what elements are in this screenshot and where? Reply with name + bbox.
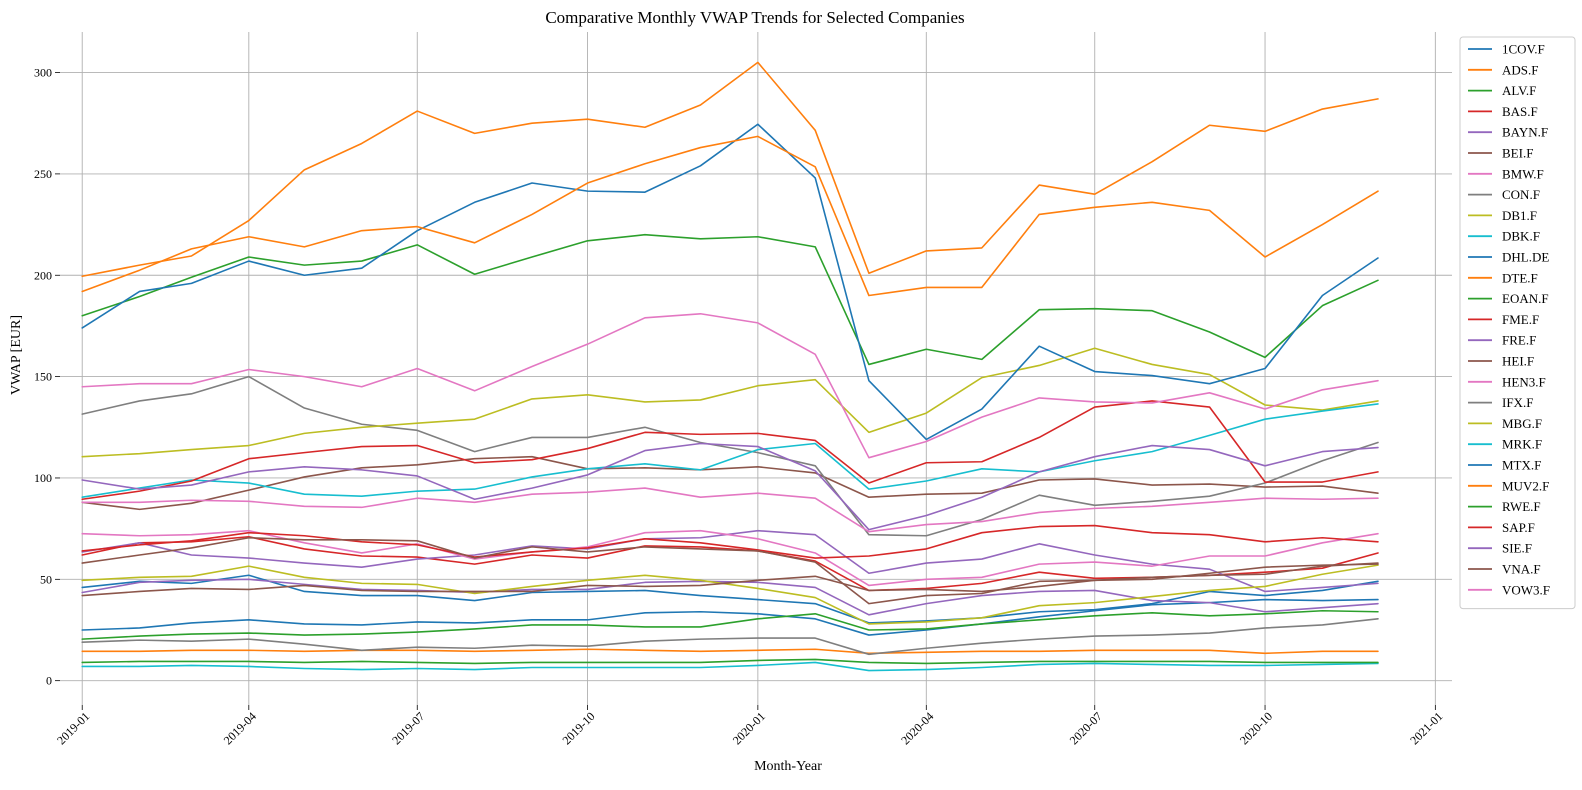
- legend-entry: CON.F: [1502, 187, 1540, 202]
- legend-entry: HEI.F: [1502, 354, 1534, 369]
- legend-entry: MTX.F: [1502, 458, 1541, 473]
- legend-entry: ALV.F: [1502, 83, 1536, 98]
- legend-entry: MRK.F: [1502, 437, 1542, 452]
- series-line-hei-f: [81, 536, 1379, 605]
- legend-entry: BMW.F: [1502, 166, 1544, 181]
- series-line-alv-f: [81, 233, 1379, 366]
- legend-entry: SIE.F: [1502, 541, 1532, 556]
- grid-layer: [60, 32, 1452, 705]
- x-tick-label: 2020-07: [1067, 709, 1105, 747]
- legend-entry: DB1.F: [1502, 208, 1537, 223]
- legend-entry: VOW3.F: [1502, 582, 1550, 597]
- x-tick-label: 2019-01: [54, 709, 92, 747]
- series-line-ads-f: [81, 61, 1379, 278]
- series-line-ifx-f: [81, 618, 1379, 656]
- series-line-dbk-f: [81, 661, 1379, 672]
- series-line-bmw-f: [81, 529, 1379, 587]
- y-tick-label: 50: [40, 572, 52, 586]
- legend-entry: MUV2.F: [1502, 478, 1549, 493]
- legend-entry: BAYN.F: [1502, 125, 1548, 140]
- y-tick-label: 250: [34, 167, 52, 181]
- series-lines: [81, 61, 1379, 672]
- legend-entry: FME.F: [1502, 312, 1539, 327]
- legend-entry: DBK.F: [1502, 229, 1540, 244]
- axis-ticks: 2019-01 2019-04 2019-07 2019-10 2020-01 2020-…: [34, 66, 1445, 748]
- legend-entry: FRE.F: [1502, 333, 1536, 348]
- legend-entry: RWE.F: [1502, 499, 1541, 514]
- x-tick-label: 2019-10: [559, 709, 597, 747]
- legend-entry: EOAN.F: [1502, 291, 1549, 306]
- series-line-dhl-de: [81, 598, 1379, 636]
- legend-entry: IFX.F: [1502, 395, 1533, 410]
- x-tick-label: 2019-07: [389, 709, 427, 747]
- series-line-fme-f: [81, 524, 1379, 559]
- y-axis-label: VWAP [EUR]: [9, 315, 24, 395]
- chart-title: Comparative Monthly VWAP Trends for Sele…: [545, 8, 964, 27]
- series-line-mtx-f: [81, 123, 1379, 441]
- legend-entry: BAS.F: [1502, 104, 1538, 119]
- x-tick-label: 2020-10: [1237, 709, 1275, 747]
- series-line-eoan-f: [81, 658, 1379, 665]
- legend-entry: MBG.F: [1502, 416, 1542, 431]
- series-line-dte-f: [81, 648, 1379, 655]
- series-line-vna-f: [81, 563, 1379, 597]
- legend-entry: SAP.F: [1502, 520, 1535, 535]
- series-line-muv2-f: [81, 135, 1379, 297]
- y-tick-label: 300: [34, 66, 52, 80]
- legend-entry: 1COV.F: [1502, 42, 1545, 57]
- legend-entry: DTE.F: [1502, 270, 1538, 285]
- legend-entry: ADS.F: [1502, 62, 1539, 77]
- series-line-hen3-f: [81, 487, 1379, 533]
- legend-entry: BEI.F: [1502, 146, 1533, 161]
- y-tick-label: 0: [46, 674, 52, 688]
- legend-entry: DHL.DE: [1502, 250, 1549, 265]
- series-line-mrk-f: [81, 403, 1379, 499]
- x-tick-label: 2020-04: [898, 709, 936, 747]
- x-tick-label: 2020-01: [730, 709, 768, 747]
- series-line-bei-f: [81, 455, 1379, 511]
- y-tick-label: 200: [34, 268, 52, 282]
- x-tick-label: 2021-01: [1407, 709, 1445, 747]
- x-tick-label: 2019-04: [221, 709, 259, 747]
- series-line-sie-f: [81, 442, 1379, 531]
- legend-entry: VNA.F: [1502, 562, 1541, 577]
- y-tick-label: 100: [34, 471, 52, 485]
- legend: 1COV.F ADS.F ALV.F BAS.F BAYN.F BEI.F BMW.F CON…: [1459, 36, 1576, 610]
- series-line-con-f: [81, 375, 1379, 537]
- x-axis-label: Month-Year: [754, 759, 822, 774]
- series-line-mbg-f: [81, 564, 1379, 625]
- series-line-rwe-f: [81, 609, 1379, 640]
- legend-entry: HEN3.F: [1502, 374, 1546, 389]
- series-line-vow3-f: [81, 312, 1379, 459]
- series-line-fre-f: [81, 578, 1379, 616]
- series-line-db1-f: [81, 347, 1379, 458]
- y-tick-label: 150: [34, 370, 52, 384]
